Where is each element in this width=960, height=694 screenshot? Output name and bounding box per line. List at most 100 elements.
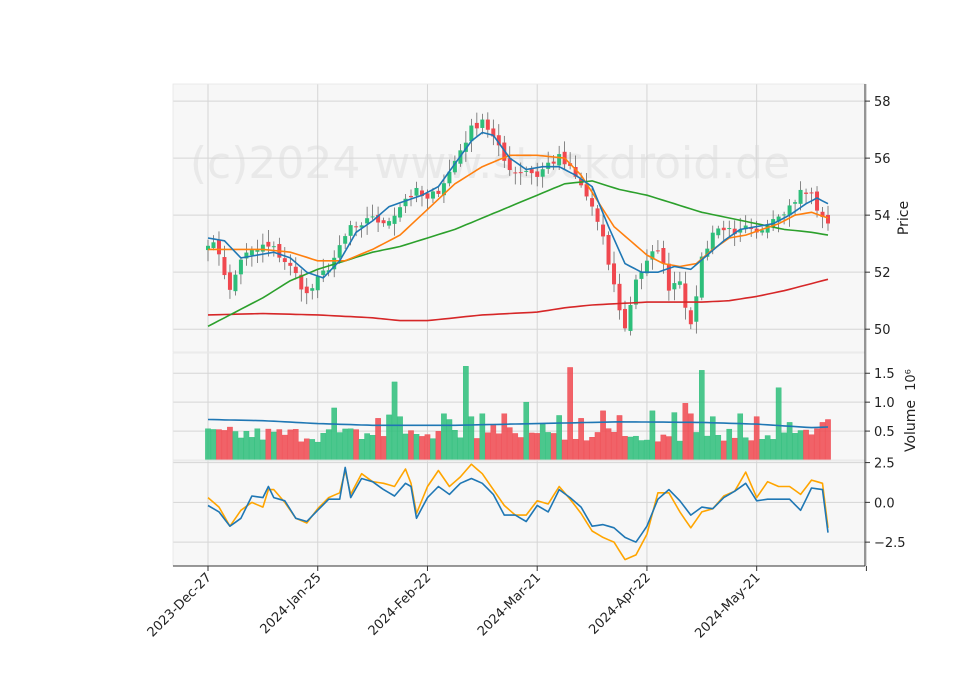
candle-body <box>271 246 276 248</box>
sma-200-line <box>207 278 829 322</box>
volume-bar <box>205 428 211 461</box>
candle-body <box>540 169 545 177</box>
volume-bar <box>243 430 250 461</box>
candle-body <box>216 239 221 255</box>
candle-body <box>590 198 595 207</box>
candle-body <box>469 125 474 142</box>
price-y-tick-label: 52 <box>874 266 891 281</box>
volume-bar <box>638 440 645 461</box>
candle-body <box>441 183 446 196</box>
volume-bar <box>303 438 310 461</box>
candle-body <box>337 245 342 258</box>
candle-body <box>732 228 737 235</box>
volume-bar <box>358 439 365 461</box>
volume-bar <box>655 441 661 461</box>
candle-body <box>222 257 227 276</box>
candle-body <box>343 236 348 244</box>
volume-bar <box>786 422 793 461</box>
candle-body <box>392 215 397 224</box>
candle-body <box>238 259 243 275</box>
candle-body <box>694 296 699 322</box>
x-tick-label: 2024-Apr-22 <box>586 570 653 637</box>
volume-bar <box>463 366 469 461</box>
oscillator-fast-line <box>207 466 829 543</box>
volume-bar <box>594 432 601 461</box>
volume-bar <box>474 438 480 461</box>
volume-bar <box>748 440 754 461</box>
volume-y-tick-label: 1.5 <box>874 367 895 382</box>
candle-body <box>513 172 518 174</box>
osc-y-tick-label: 0.0 <box>874 496 895 511</box>
volume-bar <box>325 429 332 461</box>
candle-body <box>760 230 765 233</box>
volume-bar <box>605 428 612 461</box>
indicator-lines <box>207 131 829 561</box>
volume-bar <box>633 435 639 461</box>
candle-body <box>782 214 787 216</box>
sma-short-line <box>207 131 829 279</box>
candle-body <box>310 288 315 291</box>
volume-bar <box>517 437 524 461</box>
candle-body <box>820 211 825 218</box>
candle-body <box>765 225 770 233</box>
volume-bar <box>578 418 584 461</box>
volume-bar <box>413 434 420 461</box>
volume-bar <box>408 430 414 461</box>
volume-axis-label: Volume <box>903 400 919 452</box>
candle-body <box>491 128 496 137</box>
x-tick-label: 2024-May-21 <box>692 570 763 641</box>
volume-bar <box>726 428 733 461</box>
candle-body <box>815 191 820 211</box>
volume-bar <box>550 433 557 461</box>
volume-bar <box>759 439 765 461</box>
candle-body <box>529 169 534 174</box>
candle-body <box>485 119 490 130</box>
volume-bar <box>589 437 595 461</box>
candle-body <box>282 258 287 263</box>
volume-bar <box>693 432 700 461</box>
price-y-tick-label: 50 <box>874 323 891 338</box>
volume-bar <box>506 427 513 461</box>
volume-bar <box>600 410 606 461</box>
candle-body <box>573 167 578 177</box>
volume-bar <box>814 428 820 461</box>
x-tick-label: 2024-Mar-21 <box>475 570 544 639</box>
volume-bar <box>682 403 689 461</box>
volume-bar <box>364 433 370 461</box>
panel-price-bg <box>173 84 865 352</box>
candle-body <box>414 187 419 196</box>
candle-body <box>387 221 392 226</box>
volume-bar <box>216 429 222 461</box>
volume-bar <box>424 434 431 461</box>
volume-bar <box>567 367 573 461</box>
price-axis-label: Price <box>896 201 912 235</box>
volume-bar <box>611 432 617 461</box>
volume-bar <box>792 433 798 461</box>
volume-bar <box>221 430 228 461</box>
volume-bar <box>457 437 464 461</box>
volume-bar <box>699 370 705 461</box>
candle-body <box>557 154 562 166</box>
volume-bar <box>764 435 771 461</box>
panel-backgrounds <box>173 84 865 566</box>
volume-bar <box>419 436 425 461</box>
volume-bar <box>468 416 475 461</box>
volume-bar <box>298 441 305 461</box>
volume-bar <box>720 440 727 461</box>
candle-body <box>617 283 622 311</box>
volume-bar <box>342 428 348 461</box>
candle-body <box>365 218 370 224</box>
candle-body <box>606 234 611 265</box>
candle-body <box>699 256 704 298</box>
volume-bar <box>797 430 804 461</box>
volume-bar <box>271 431 277 461</box>
volume-bar <box>644 439 650 461</box>
candle-body <box>809 192 814 194</box>
candle-body <box>826 214 830 224</box>
candle-body <box>260 244 265 252</box>
volume-bar <box>331 407 337 461</box>
volume-bar <box>539 423 546 461</box>
price-y-tick-label: 58 <box>874 95 891 110</box>
candle-body <box>595 208 600 222</box>
candle-body <box>211 242 216 248</box>
